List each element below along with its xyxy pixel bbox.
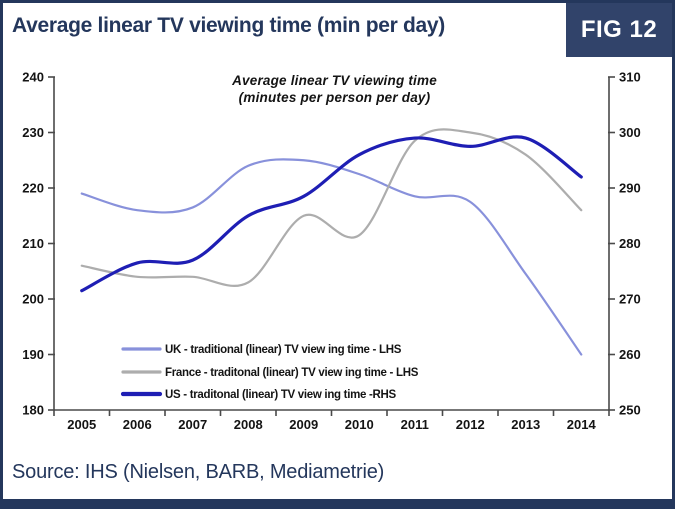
year-label: 2014 [567,417,597,432]
chart-inner-title: Average linear TV viewing time [231,73,437,88]
series-line-france [80,128,583,288]
legend-label: France - traditonal (linear) TV view ing… [165,367,419,379]
year-label: 2012 [456,417,485,432]
right-axis-label: 310 [619,70,641,85]
year-label: 2009 [289,417,318,432]
year-label: 2005 [67,417,96,432]
figure-title: Average linear TV viewing time (min per … [12,14,445,37]
left-axis-label: 180 [22,403,44,418]
chart-inner-subtitle: (minutes per person per day) [239,90,431,105]
left-axis-label: 240 [22,70,44,85]
year-label: 2006 [123,417,152,432]
right-axis-label: 270 [619,292,641,307]
year-label: 2011 [401,417,429,432]
top-border [0,0,675,3]
source-note: Source: IHS (Nielsen, BARB, Mediametrie) [12,461,385,483]
left-axis-label: 230 [22,125,44,140]
right-axis-label: 300 [619,125,641,140]
left-axis-label: 210 [22,236,44,251]
right-axis-label: 250 [619,403,641,418]
legend-label: UK - traditional (linear) TV view ing ti… [165,344,402,356]
axes-frame [53,77,610,411]
left-axis-label: 220 [22,181,44,196]
tv-viewing-time-chart: 240 230 220 210 200 190 180 310 300 290 280 270 260 2… [22,70,641,433]
series-line-us [80,135,583,293]
right-axis-label: 260 [619,347,641,362]
fig-number-badge: FIG 12 [566,3,672,57]
year-label: 2008 [234,417,263,432]
year-label: 2007 [178,417,207,432]
right-axis-label: 290 [619,181,641,196]
right-axis-label: 280 [619,236,641,251]
left-axis-label: 200 [22,292,44,307]
left-border [0,0,3,509]
year-label: 2013 [511,417,540,432]
year-label: 2010 [345,417,374,432]
left-axis-label: 190 [22,347,44,362]
series-line-uk [80,158,583,356]
bottom-border [0,499,675,509]
right-border [672,0,675,509]
legend-label: US - traditonal (linear) TV view ing tim… [165,389,397,401]
